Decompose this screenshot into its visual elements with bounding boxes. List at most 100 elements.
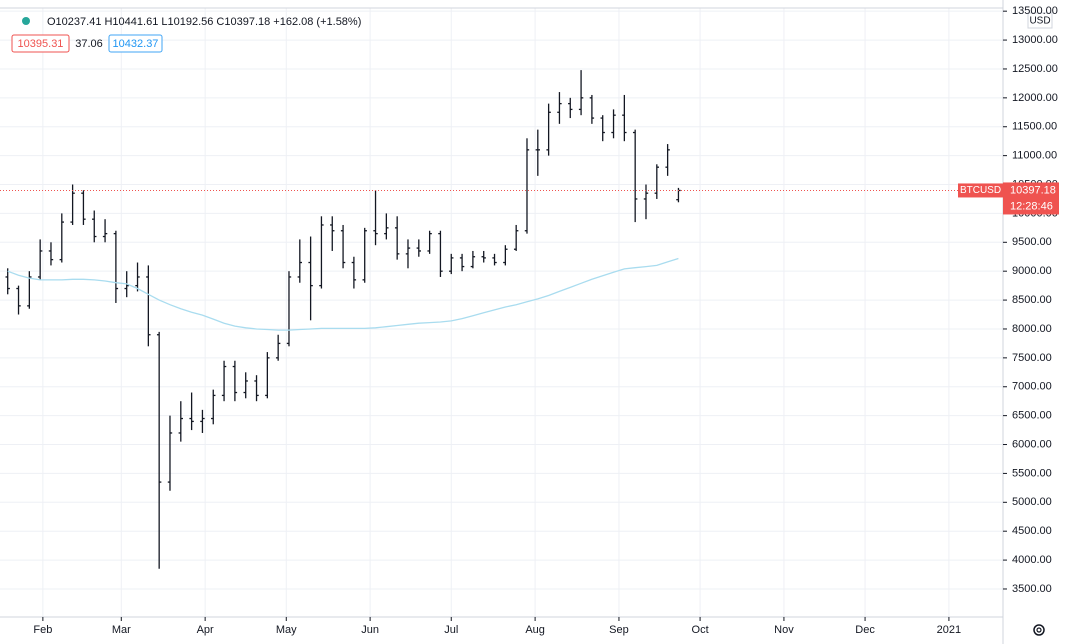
x-tick-label: Apr bbox=[197, 624, 214, 636]
x-tick-label: Jun bbox=[361, 624, 379, 636]
x-tick-label: Jul bbox=[444, 624, 458, 636]
x-tick-label: Feb bbox=[33, 624, 52, 636]
ohlc-bar bbox=[351, 256, 357, 289]
x-tick-label: Mar bbox=[112, 624, 131, 636]
ohlc-bar bbox=[405, 239, 411, 269]
ohlc-bar bbox=[48, 242, 54, 266]
ohlc-bar bbox=[232, 360, 238, 402]
y-tick-label: 12500.00 bbox=[1012, 63, 1058, 75]
y-tick-label: 4500.00 bbox=[1012, 525, 1052, 537]
countdown: 12:28:46 bbox=[1010, 200, 1053, 212]
ohlc-bar bbox=[167, 415, 173, 491]
ohlc-bar bbox=[459, 253, 465, 272]
moving-average bbox=[7, 257, 679, 331]
x-tick-label: Dec bbox=[855, 624, 875, 636]
ohlc-bar bbox=[622, 94, 627, 142]
y-tick-label: 11000.00 bbox=[1012, 150, 1057, 162]
y-tick-label: 7000.00 bbox=[1012, 381, 1052, 393]
indicator-value: 10395.31 bbox=[18, 38, 64, 50]
ohlc-bar bbox=[70, 184, 75, 225]
y-tick-label: 9000.00 bbox=[1012, 265, 1052, 277]
y-tick-label: 8500.00 bbox=[1012, 294, 1052, 306]
price-tag bbox=[1003, 182, 1059, 215]
grid bbox=[0, 8, 1003, 617]
x-tick-label: Nov bbox=[774, 624, 794, 636]
symbol-label: BTCUSD bbox=[960, 185, 1001, 196]
ohlc-bar bbox=[654, 164, 660, 199]
ohlc-bar bbox=[330, 216, 335, 251]
ohlc-bar bbox=[394, 216, 400, 260]
ohlc-bar bbox=[535, 129, 541, 176]
ohlc-bar bbox=[275, 334, 281, 361]
x-tick-label: Oct bbox=[692, 624, 709, 636]
ohlc-bar bbox=[568, 97, 573, 119]
indicator-value: 10432.37 bbox=[113, 38, 159, 50]
indicator-box[interactable] bbox=[11, 34, 70, 53]
ohlc-bar bbox=[492, 253, 497, 266]
ohlc-bar bbox=[513, 224, 519, 251]
ohlc-header: O10237.41 H10441.61 L10192.56 C10397.18 … bbox=[47, 16, 361, 28]
ohlc-bar bbox=[81, 190, 86, 225]
ohlc-bar bbox=[524, 138, 530, 234]
settings-icon[interactable] bbox=[1033, 624, 1045, 636]
ohlc-bar bbox=[416, 239, 422, 257]
ohlc-bar bbox=[156, 331, 162, 569]
ohlc-bar bbox=[611, 109, 616, 139]
ohlc-bar bbox=[146, 265, 151, 347]
ohlc-bar bbox=[59, 213, 64, 263]
axis-labels: 3500.00 4000.00 4500.00 5000.00 5500.00 6000.… bbox=[33, 5, 1058, 636]
currency: USD bbox=[1029, 16, 1050, 27]
ohlc-bar bbox=[373, 190, 378, 246]
ohlc-bar bbox=[449, 253, 454, 275]
ohlc-bar bbox=[438, 230, 443, 277]
ohlc-bar bbox=[92, 210, 97, 243]
ohlc-bar bbox=[37, 239, 43, 280]
ohlc-bar bbox=[189, 392, 194, 431]
x-tick-label: May bbox=[276, 624, 297, 636]
ohlc-bar bbox=[243, 372, 248, 399]
ohlc-bar bbox=[254, 375, 259, 402]
y-tick-label: 7500.00 bbox=[1012, 352, 1052, 364]
ohlc-bar bbox=[632, 129, 638, 223]
ohlc-bar bbox=[546, 103, 551, 156]
symbol-tag bbox=[958, 183, 1003, 198]
ohlc-bar bbox=[340, 224, 346, 269]
ohlc-bar bbox=[178, 401, 183, 442]
y-tick-label: 8000.00 bbox=[1012, 323, 1052, 335]
ohlc-bar bbox=[481, 250, 486, 263]
indicator-value: 37.06 bbox=[75, 38, 103, 50]
ohlc-bar bbox=[221, 360, 227, 402]
ohlc-bar bbox=[200, 409, 205, 433]
ohlc-bar bbox=[308, 236, 313, 321]
y-tick-label: 6500.00 bbox=[1012, 410, 1052, 422]
ohlc-bar bbox=[286, 271, 292, 347]
currency-box[interactable] bbox=[1027, 12, 1053, 29]
x-tick-label: 2021 bbox=[937, 624, 961, 636]
ohlc-bar bbox=[665, 144, 670, 176]
ohlc-bar bbox=[427, 230, 432, 254]
x-tick-label: Sep bbox=[609, 624, 629, 636]
y-tick-label: 4000.00 bbox=[1012, 554, 1052, 566]
gear bbox=[1033, 624, 1045, 636]
ohlc-bar bbox=[297, 239, 303, 283]
status-dot bbox=[22, 17, 30, 25]
ohlc-bar bbox=[362, 227, 367, 283]
ohlc-bar bbox=[384, 213, 389, 240]
price-label: 10397.18 bbox=[1010, 184, 1056, 196]
y-tick-label: 9500.00 bbox=[1012, 236, 1052, 248]
ohlc-bar bbox=[102, 219, 108, 243]
ohlc-bar bbox=[16, 285, 21, 315]
ohlc-bar bbox=[557, 92, 562, 124]
indicator-box[interactable] bbox=[108, 34, 163, 53]
x-tick-label: Aug bbox=[525, 624, 545, 636]
ohlc-bar bbox=[5, 268, 10, 295]
ohlc-bar bbox=[589, 94, 595, 124]
y-tick-label: 12000.00 bbox=[1012, 92, 1058, 104]
y-tick-label: 5500.00 bbox=[1012, 467, 1052, 479]
gear-hub bbox=[1036, 627, 1042, 633]
y-tick-label: 13500.00 bbox=[1012, 5, 1058, 17]
ohlc-bar bbox=[135, 262, 140, 292]
ohlc-bar bbox=[265, 352, 270, 399]
